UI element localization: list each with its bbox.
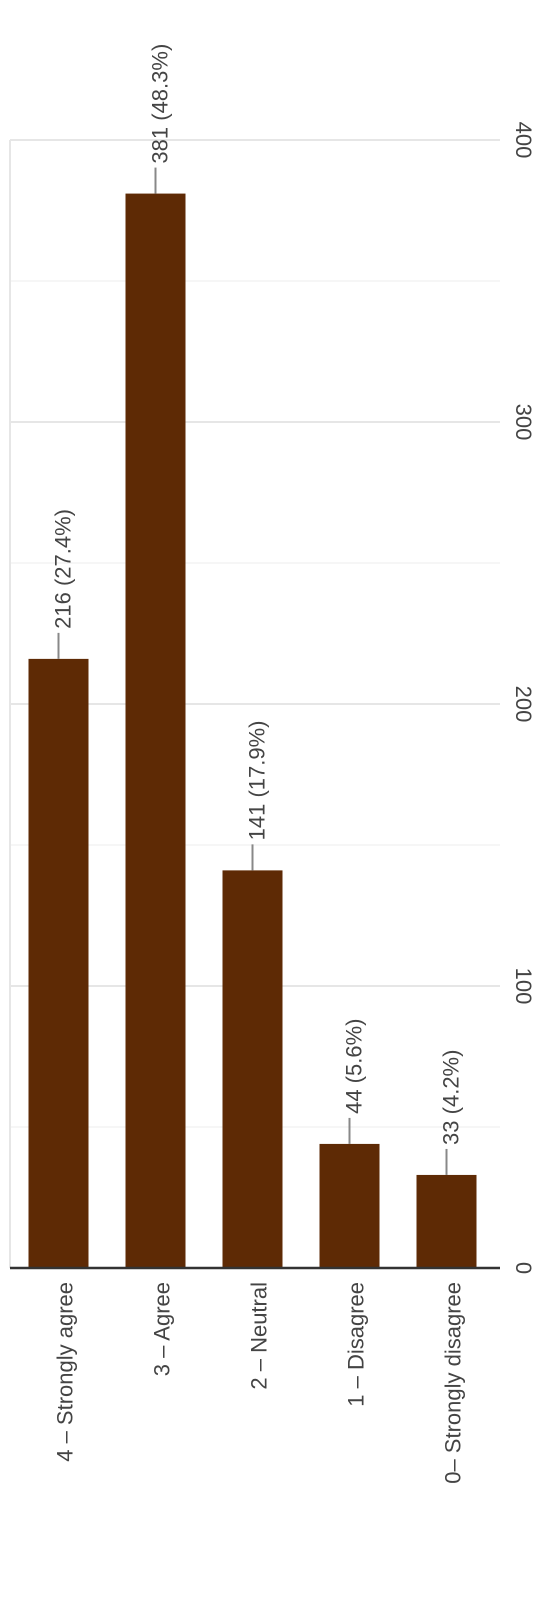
data-label-0: 216 (27.4%) (51, 509, 76, 629)
tick-label-2: 200 (511, 686, 536, 723)
bar-1 (125, 193, 186, 1269)
data-label-4: 33 (4.2%) (439, 1050, 464, 1145)
data-label-2: 141 (17.9%) (245, 721, 270, 841)
data-label-1: 381 (48.3%) (148, 44, 173, 164)
tick-label-4: 400 (511, 122, 536, 159)
tick-label-3: 300 (511, 404, 536, 441)
category-label-2: 2 – Neutral (246, 1282, 271, 1390)
tick-label-0: 0 (511, 1262, 536, 1274)
bar-0 (28, 658, 89, 1268)
data-label-3: 44 (5.6%) (342, 1019, 367, 1114)
labels: 0 100 200 300 400 216 (27.4%) 4 – Strongly agr… (51, 44, 537, 1484)
category-label-0: 4 – Strongly agree (52, 1282, 77, 1462)
category-label-3: 1 – Disagree (343, 1282, 368, 1407)
bars (28, 193, 477, 1269)
bar-3 (319, 1143, 380, 1268)
category-label-1: 3 – Agree (149, 1282, 174, 1376)
category-label-4: 0– Strongly disagree (440, 1282, 465, 1484)
bar-2 (222, 870, 283, 1268)
bar-4 (416, 1174, 477, 1268)
tick-label-1: 100 (511, 968, 536, 1005)
